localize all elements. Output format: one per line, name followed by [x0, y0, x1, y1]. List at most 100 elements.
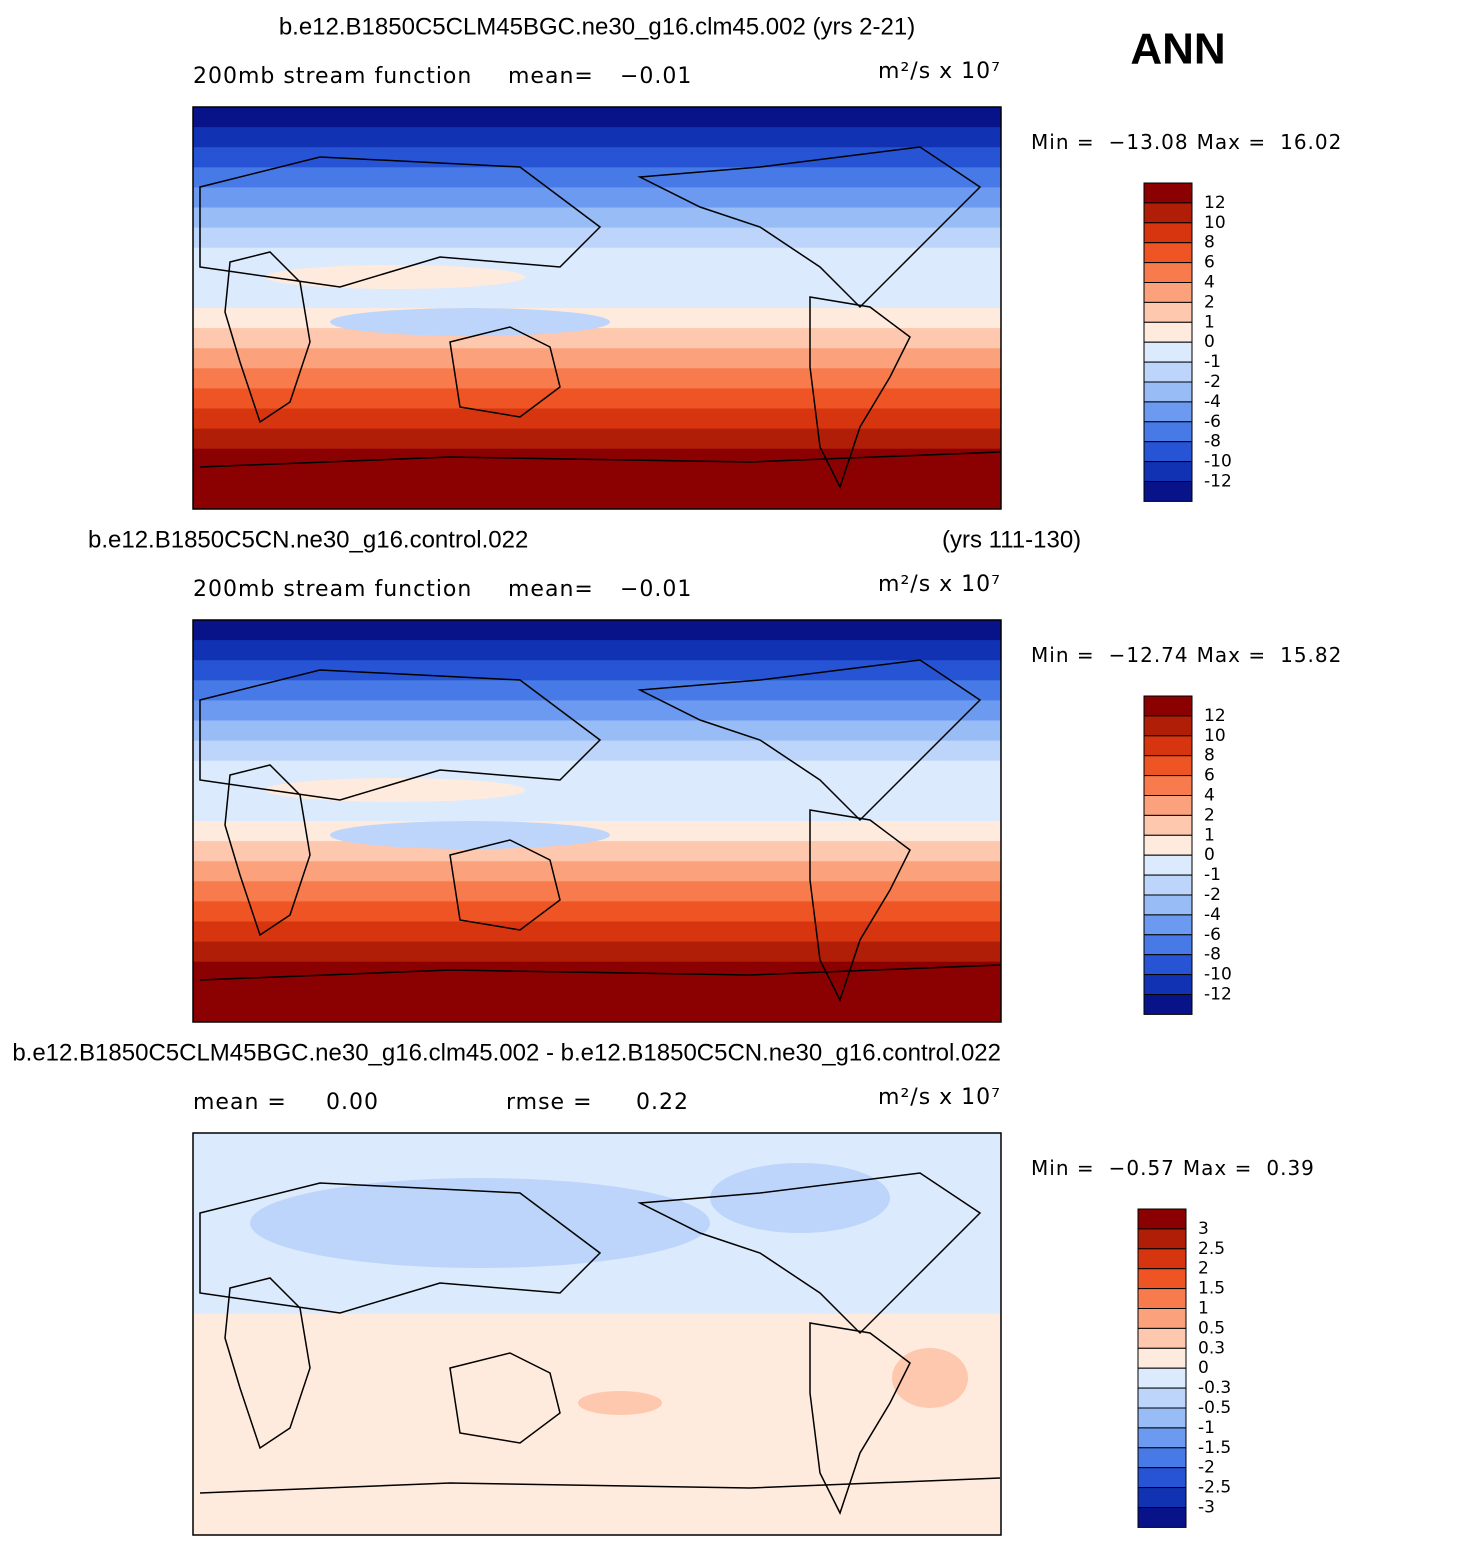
min: −0.57 — [1109, 1156, 1175, 1180]
map-frame — [192, 619, 1002, 1023]
panel-years: (yrs 111-130) — [942, 526, 1081, 553]
colorbar-label: -8 — [1204, 945, 1221, 965]
field-band — [193, 700, 1001, 721]
mean-label: mean = — [193, 1090, 287, 1115]
max-label: Max = — [1197, 643, 1266, 667]
colorbar-label: -2 — [1198, 1458, 1215, 1478]
colorbar-box — [1143, 854, 1193, 876]
colorbar-label: -6 — [1204, 412, 1221, 432]
colorbar-box — [1143, 222, 1193, 244]
map-frame — [192, 1132, 1002, 1536]
field-band — [193, 488, 1001, 510]
colorbar-label: -12 — [1204, 985, 1232, 1005]
colorbar-label: -1 — [1204, 352, 1221, 372]
colorbar-box — [1143, 282, 1193, 303]
colorbar-box — [1137, 1507, 1187, 1528]
colorbar-box — [1143, 974, 1193, 995]
coastline — [449, 839, 561, 931]
colorbar-label: 12 — [1204, 706, 1226, 726]
coastline — [637, 146, 982, 309]
colorbar-label: 4 — [1204, 786, 1215, 806]
field-band — [193, 760, 1001, 782]
field-blob — [578, 1391, 662, 1415]
field-blob — [892, 1348, 968, 1408]
coastline — [449, 1352, 561, 1444]
colorbar-box — [1137, 1487, 1187, 1508]
colorbar-label: 0 — [1198, 1358, 1209, 1378]
colorbar-box — [1143, 874, 1193, 896]
units: m²/s x 10⁷ — [878, 572, 1001, 597]
colorbar-box — [1137, 1288, 1187, 1309]
coastline — [199, 156, 602, 288]
colorbar-box — [1137, 1308, 1187, 1329]
colorbar-label: -3 — [1198, 1498, 1215, 1518]
colorbar-box — [1143, 834, 1193, 856]
coastline — [449, 326, 561, 418]
coastline — [199, 1182, 602, 1314]
coastline — [809, 809, 911, 1002]
colorbar-box — [1137, 1407, 1187, 1429]
colorbar-label: -2.5 — [1198, 1478, 1231, 1498]
colorbar-box — [1137, 1447, 1187, 1469]
coastline — [224, 1277, 311, 1450]
colorbar-box — [1143, 242, 1193, 264]
colorbar-label: -1.5 — [1198, 1438, 1231, 1458]
colorbar-box — [1137, 1327, 1187, 1349]
colorbar-box — [1143, 301, 1193, 323]
colorbar-box — [1137, 1268, 1187, 1290]
colorbar-label: 2 — [1198, 1259, 1209, 1279]
max: 15.82 — [1280, 643, 1342, 667]
field-band — [193, 468, 1001, 490]
field-band — [193, 147, 1001, 168]
field-blob — [330, 821, 610, 849]
colorbar-box — [1137, 1387, 1187, 1409]
colorbar-label: 1 — [1204, 312, 1215, 332]
field-band — [193, 348, 1001, 369]
field-name: 200mb stream function — [193, 577, 472, 602]
colorbar-box — [1137, 1248, 1187, 1270]
colorbar-label: -10 — [1204, 452, 1232, 472]
colorbar-label: 10 — [1204, 213, 1226, 233]
min-label: Min = — [1031, 643, 1095, 667]
colorbar-label: 6 — [1204, 253, 1215, 273]
field-name: 200mb stream function — [193, 64, 472, 89]
field-band — [193, 388, 1001, 409]
colorbar-label: -2 — [1204, 885, 1221, 905]
colorbar-label: -10 — [1204, 965, 1232, 985]
rmse-value: 0.22 — [636, 1090, 689, 1115]
units: m²/s x 10⁷ — [878, 59, 1001, 84]
mean-value: −0.01 — [620, 64, 692, 89]
mean-value: −0.01 — [620, 577, 692, 602]
field-band — [193, 227, 1001, 249]
min-label: Min = — [1031, 1156, 1095, 1180]
colorbar-box — [1143, 262, 1193, 284]
panel-title: b.e12.B1850C5CLM45BGC.ne30_g16.clm45.002… — [279, 13, 915, 40]
coastline — [199, 451, 1001, 468]
colorbar-label: 2.5 — [1198, 1239, 1225, 1259]
colorbar-box — [1143, 361, 1193, 383]
colorbar-box — [1143, 894, 1193, 916]
field-band — [193, 408, 1001, 430]
field-band — [193, 981, 1001, 1003]
colorbar-box — [1143, 695, 1193, 717]
field-blob — [265, 778, 525, 802]
field-band — [193, 861, 1001, 882]
coastline — [809, 1322, 911, 1515]
field-band — [193, 287, 1001, 309]
coastline — [199, 669, 602, 801]
min-max: Min = −12.74 Max = 15.82 — [1031, 643, 1342, 667]
coastline — [224, 251, 311, 424]
max: 0.39 — [1266, 1156, 1315, 1180]
colorbar-label: 6 — [1204, 766, 1215, 786]
mean-value: 0.00 — [326, 1090, 379, 1115]
field-band — [193, 660, 1001, 681]
colorbar-box — [1143, 994, 1193, 1015]
colorbar-label: 1.5 — [1198, 1279, 1225, 1299]
field-blob — [250, 1178, 710, 1268]
colorbar-label: 3 — [1198, 1219, 1209, 1239]
field-band — [193, 107, 1001, 128]
colorbar-box — [1143, 795, 1193, 816]
field-band — [193, 921, 1001, 943]
map — [193, 620, 1001, 1023]
